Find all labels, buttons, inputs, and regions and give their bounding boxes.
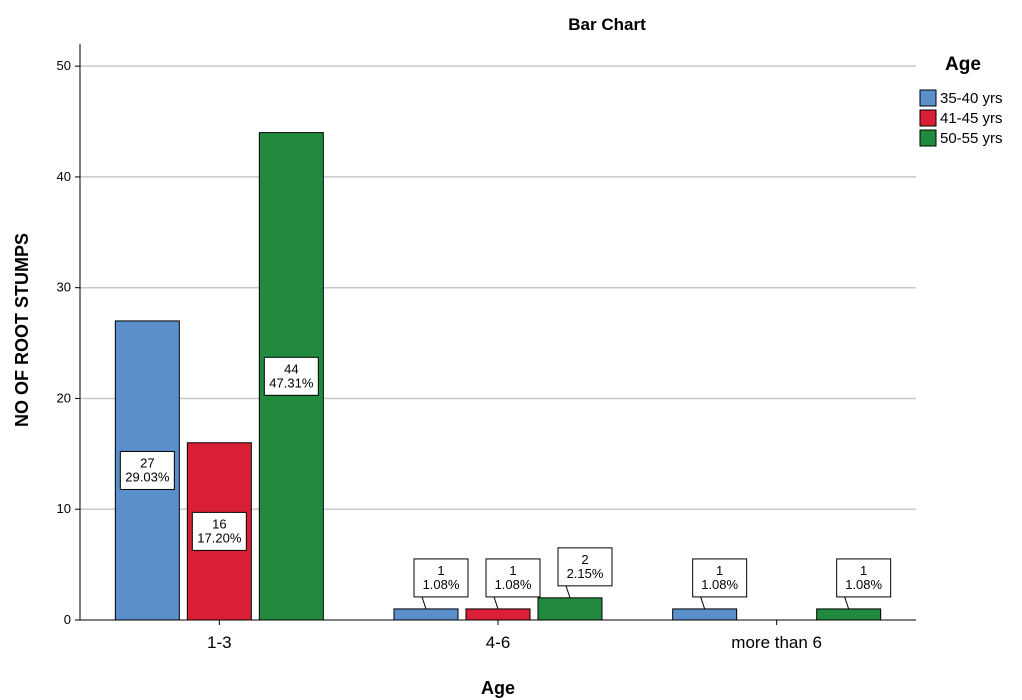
bar [816, 608, 882, 621]
data-label-percent: 1.08% [845, 577, 882, 592]
bar [393, 608, 459, 621]
x-tick-label: more than 6 [731, 633, 822, 652]
legend-entry: 41-45 yrs [940, 110, 1003, 127]
data-label-percent: 1.08% [495, 577, 532, 592]
y-axis-title: NO OF ROOT STUMPS [12, 233, 32, 427]
y-tick-label: 50 [57, 58, 71, 73]
data-label-count: 1 [860, 563, 867, 578]
data-label-percent: 2.15% [567, 566, 604, 581]
legend-entry: 35-40 yrs [940, 90, 1003, 107]
data-label-percent: 17.20% [197, 530, 242, 545]
y-tick-label: 0 [64, 612, 71, 627]
bar [672, 608, 738, 621]
label-box [413, 558, 469, 598]
label-leader [565, 585, 571, 599]
label-leader [844, 596, 850, 610]
data-label-count: 1 [716, 563, 723, 578]
label-leader [421, 596, 427, 610]
label-box [557, 547, 613, 587]
label-box [692, 558, 748, 598]
legend-title: Age [945, 54, 981, 75]
data-labels: 2729.03%1617.20%4447.31%11.08%11.08%22.1… [119, 356, 892, 610]
y-tick-label: 40 [57, 169, 71, 184]
legend-swatch [919, 129, 937, 147]
label-leader [700, 596, 706, 610]
gridlines [80, 65, 916, 510]
data-label-percent: 1.08% [701, 577, 738, 592]
legend-swatch [919, 109, 937, 127]
chart-title: Bar Chart [568, 15, 646, 34]
data-label-percent: 29.03% [125, 469, 170, 484]
data-label-count: 1 [437, 563, 444, 578]
label-box [119, 450, 175, 490]
x-axis-title: Age [481, 678, 515, 698]
legend-entry: 50-55 yrs [940, 130, 1003, 147]
label-box [191, 511, 247, 551]
y-tick-label: 20 [57, 390, 71, 405]
data-label-count: 44 [284, 361, 298, 376]
data-label-percent: 47.31% [269, 375, 314, 390]
bar [537, 597, 603, 621]
x-tick-label: 4-6 [486, 633, 511, 652]
axes: 0 10 20 30 40 50 1-3 4-6 more than 6 [57, 44, 916, 652]
y-tick-label: 10 [57, 501, 71, 516]
data-label-count: 2 [581, 552, 588, 567]
legend-swatch [919, 89, 937, 107]
data-label-count: 1 [509, 563, 516, 578]
x-tick-label: 1-3 [207, 633, 232, 652]
data-label-count: 27 [140, 455, 154, 470]
data-label-count: 16 [212, 516, 226, 531]
label-box [263, 356, 319, 396]
bar [465, 608, 531, 621]
legend: Age 35-40 yrs 41-45 yrs 50-55 yrs [919, 54, 1003, 147]
label-box [836, 558, 892, 598]
y-tick-label: 30 [57, 280, 71, 295]
label-box [485, 558, 541, 598]
label-leader [493, 596, 499, 610]
data-label-percent: 1.08% [423, 577, 460, 592]
